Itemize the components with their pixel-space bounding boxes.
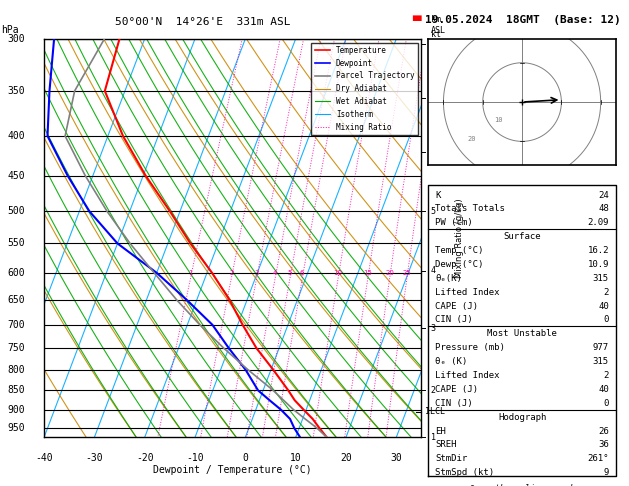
Text: 4: 4 — [273, 270, 277, 277]
Text: PW (cm): PW (cm) — [435, 218, 473, 227]
Text: EH: EH — [435, 427, 446, 435]
Text: 2: 2 — [431, 386, 436, 395]
Text: θₑ(K): θₑ(K) — [435, 274, 462, 283]
Text: 16.2: 16.2 — [587, 246, 609, 255]
Text: 315: 315 — [593, 357, 609, 366]
Text: 1LCL: 1LCL — [425, 407, 445, 416]
Text: 36: 36 — [598, 440, 609, 450]
Text: CIN (J): CIN (J) — [435, 315, 473, 325]
Text: 50°00'N  14°26'E  331m ASL: 50°00'N 14°26'E 331m ASL — [114, 17, 291, 27]
Text: 48: 48 — [598, 205, 609, 213]
Text: 10: 10 — [290, 453, 301, 463]
Text: CIN (J): CIN (J) — [435, 399, 473, 408]
Text: -20: -20 — [136, 453, 153, 463]
Text: 20: 20 — [467, 137, 476, 142]
Text: 350: 350 — [8, 86, 25, 96]
Text: -10: -10 — [186, 453, 204, 463]
Text: 0: 0 — [603, 399, 609, 408]
Text: 800: 800 — [8, 365, 25, 375]
Text: hPa: hPa — [1, 25, 19, 35]
Text: 550: 550 — [8, 239, 25, 248]
Text: CAPE (J): CAPE (J) — [435, 385, 478, 394]
Text: Pressure (mb): Pressure (mb) — [435, 343, 505, 352]
Text: 300: 300 — [8, 34, 25, 44]
Text: 3: 3 — [254, 270, 259, 277]
Text: 7: 7 — [431, 93, 436, 102]
Text: Surface: Surface — [503, 232, 541, 241]
Text: 261°: 261° — [587, 454, 609, 463]
Text: Dewp (°C): Dewp (°C) — [435, 260, 484, 269]
Text: 26: 26 — [598, 427, 609, 435]
Text: 10: 10 — [333, 270, 343, 277]
Text: 700: 700 — [8, 320, 25, 330]
Text: SREH: SREH — [435, 440, 457, 450]
Text: 10.9: 10.9 — [587, 260, 609, 269]
Text: CAPE (J): CAPE (J) — [435, 302, 478, 311]
Text: ▀: ▀ — [412, 16, 421, 26]
Text: Dewpoint / Temperature (°C): Dewpoint / Temperature (°C) — [153, 465, 312, 475]
Text: 900: 900 — [8, 405, 25, 415]
Text: 600: 600 — [8, 268, 25, 278]
Text: 6: 6 — [431, 148, 436, 157]
Text: 750: 750 — [8, 343, 25, 353]
Text: km
ASL: km ASL — [431, 16, 446, 35]
Text: 20: 20 — [385, 270, 394, 277]
Text: 2.09: 2.09 — [587, 218, 609, 227]
Text: 850: 850 — [8, 385, 25, 396]
Text: 4: 4 — [431, 266, 436, 275]
Text: 24: 24 — [598, 191, 609, 200]
Text: Temp (°C): Temp (°C) — [435, 246, 484, 255]
Text: 1: 1 — [188, 270, 192, 277]
Text: 315: 315 — [593, 274, 609, 283]
Text: 40: 40 — [598, 302, 609, 311]
Text: 500: 500 — [8, 206, 25, 216]
Text: 30: 30 — [391, 453, 402, 463]
Text: 19.05.2024  18GMT  (Base: 12): 19.05.2024 18GMT (Base: 12) — [425, 15, 620, 25]
Text: 25: 25 — [403, 270, 411, 277]
Text: -40: -40 — [35, 453, 53, 463]
Text: Lifted Index: Lifted Index — [435, 288, 500, 297]
Text: 650: 650 — [8, 295, 25, 305]
Text: Lifted Index: Lifted Index — [435, 371, 500, 380]
Text: Hodograph: Hodograph — [498, 413, 546, 422]
Text: Totals Totals: Totals Totals — [435, 205, 505, 213]
Text: θₑ (K): θₑ (K) — [435, 357, 467, 366]
Text: K: K — [435, 191, 441, 200]
Text: 2: 2 — [603, 288, 609, 297]
Text: 6: 6 — [300, 270, 304, 277]
Text: 2: 2 — [603, 371, 609, 380]
Text: © weatheronline.co.uk: © weatheronline.co.uk — [470, 484, 574, 486]
Text: 15: 15 — [364, 270, 372, 277]
Legend: Temperature, Dewpoint, Parcel Trajectory, Dry Adiabat, Wet Adiabat, Isotherm, Mi: Temperature, Dewpoint, Parcel Trajectory… — [311, 43, 418, 135]
Text: 8: 8 — [431, 40, 436, 49]
Text: 0: 0 — [242, 453, 248, 463]
Text: 1: 1 — [431, 433, 436, 442]
Text: 5: 5 — [287, 270, 292, 277]
Text: 9: 9 — [603, 468, 609, 477]
Text: 450: 450 — [8, 171, 25, 181]
Text: 5: 5 — [431, 207, 436, 216]
Text: Mixing Ratio (g/kg): Mixing Ratio (g/kg) — [455, 198, 464, 278]
Text: 977: 977 — [593, 343, 609, 352]
Text: 400: 400 — [8, 131, 25, 141]
Text: StmSpd (kt): StmSpd (kt) — [435, 468, 494, 477]
Text: 950: 950 — [8, 423, 25, 433]
Text: 3: 3 — [431, 324, 436, 333]
Text: 20: 20 — [340, 453, 352, 463]
Text: 40: 40 — [598, 385, 609, 394]
Text: 10: 10 — [494, 117, 503, 123]
Text: 0: 0 — [603, 315, 609, 325]
Text: kt: kt — [431, 30, 442, 39]
Text: -30: -30 — [86, 453, 103, 463]
Text: StmDir: StmDir — [435, 454, 467, 463]
Text: Most Unstable: Most Unstable — [487, 330, 557, 338]
Text: 2: 2 — [229, 270, 233, 277]
